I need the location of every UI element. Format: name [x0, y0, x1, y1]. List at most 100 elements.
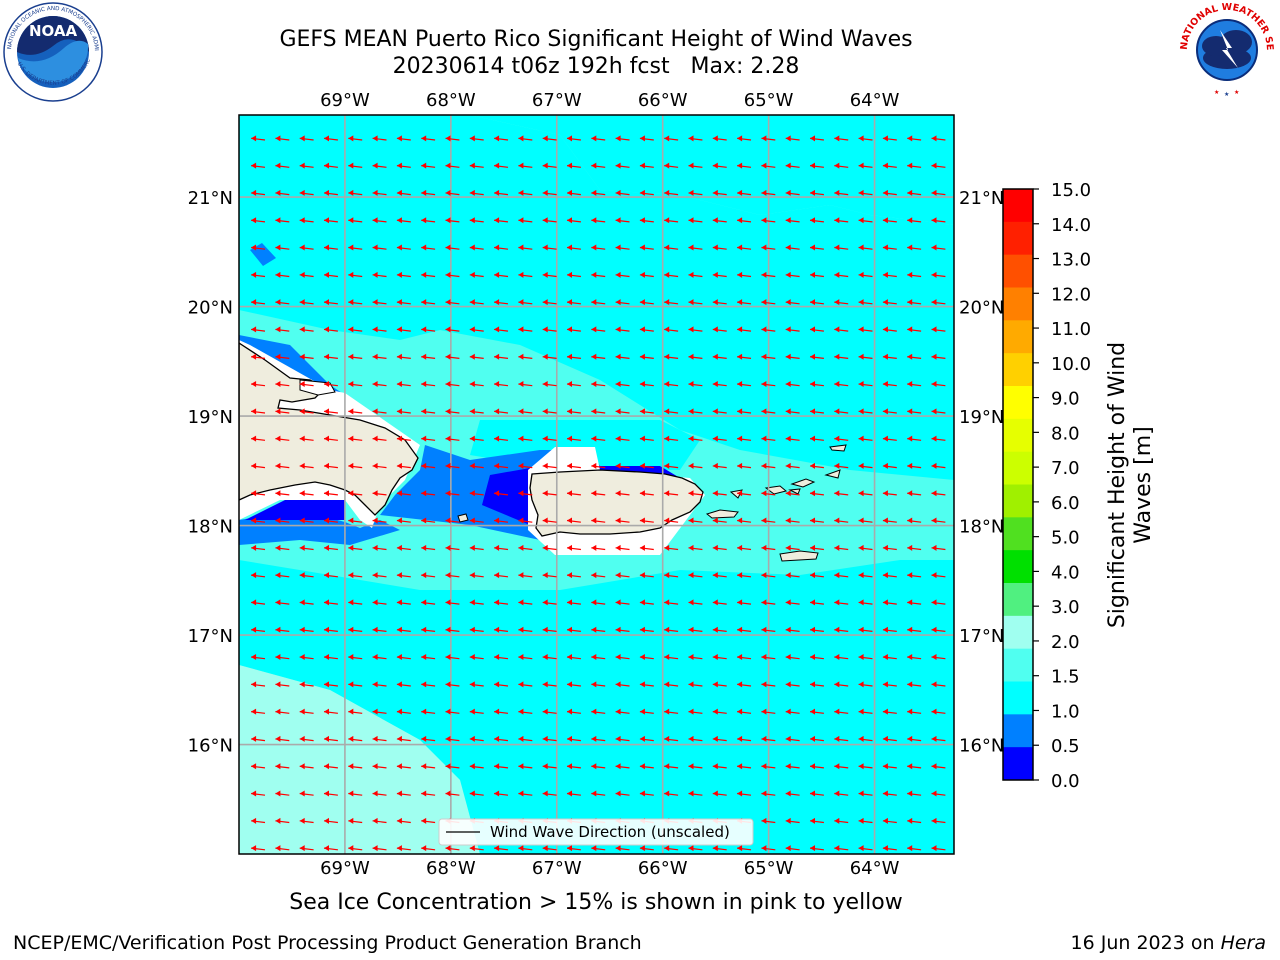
wave-direction-arrowhead [518, 490, 524, 497]
wave-direction-arrowhead [494, 544, 500, 551]
wave-direction-arrowhead [907, 490, 913, 497]
land-st-croix [779, 550, 819, 562]
wave-direction-arrowhead [421, 326, 427, 333]
colorbar-tick-label: 9.0 [1051, 389, 1080, 410]
wave-direction-arrowhead [858, 654, 864, 661]
wave-direction-arrowhead [688, 217, 694, 224]
wave-direction-arrowhead [275, 326, 281, 333]
wave-direction-arrowhead [858, 326, 864, 333]
wave-direction-arrowhead [275, 244, 281, 251]
wave-direction-arrowhead [639, 244, 645, 251]
wave-direction-arrowhead [469, 326, 475, 333]
wave-direction-arrowhead [421, 135, 427, 142]
wave-direction-arrowhead [518, 735, 524, 742]
wave-direction-arrowhead [761, 271, 767, 278]
wave-direction-arrowhead [858, 271, 864, 278]
wave-direction-arrowhead [445, 708, 451, 715]
wave-direction-arrowhead [931, 244, 937, 251]
wave-direction-arrowhead [591, 189, 597, 196]
wave-direction-arrowhead [372, 462, 378, 469]
wave-direction-arrowhead [518, 599, 524, 606]
wave-direction-arrowhead [639, 544, 645, 551]
wave-direction-arrowhead [931, 763, 937, 770]
wave-direction-arrowhead [299, 544, 305, 551]
colorbar-segment [1003, 287, 1033, 321]
wave-direction-arrowhead [372, 735, 378, 742]
wave-direction-arrowhead [737, 353, 743, 360]
wave-direction-arrowhead [858, 162, 864, 169]
wave-direction-arrowhead [834, 626, 840, 633]
wave-direction-arrowhead [251, 763, 257, 770]
wave-direction-arrowhead [737, 626, 743, 633]
wave-direction-arrowhead [858, 572, 864, 579]
wave-direction-arrowhead [324, 845, 330, 852]
wave-direction-arrowhead [591, 408, 597, 415]
wave-direction-arrowhead [275, 817, 281, 824]
wave-direction-arrowhead [737, 735, 743, 742]
colorbar-segment [1003, 484, 1033, 518]
wave-direction-arrowhead [494, 135, 500, 142]
wave-direction-arrowhead [931, 435, 937, 442]
wave-direction-arrowhead [810, 735, 816, 742]
wave-direction-arrowhead [785, 544, 791, 551]
wave-direction-arrowhead [324, 244, 330, 251]
footer-producer: NCEP/EMC/Verification Post Processing Pr… [13, 932, 642, 954]
wave-direction-arrowhead [275, 845, 281, 852]
wave-direction-arrowhead [299, 435, 305, 442]
wave-direction-arrowhead [882, 135, 888, 142]
colorbar-tick-label: 11.0 [1051, 319, 1091, 340]
wave-direction-arrowhead [591, 735, 597, 742]
wave-direction-arrowhead [445, 544, 451, 551]
wave-direction-arrowhead [542, 217, 548, 224]
wave-direction-arrowhead [737, 544, 743, 551]
wave-direction-arrowhead [299, 462, 305, 469]
colorbar [1003, 189, 1033, 781]
wave-direction-arrowhead [421, 462, 427, 469]
wave-direction-arrowhead [688, 490, 694, 497]
wave-direction-arrowhead [518, 162, 524, 169]
wave-direction-arrowhead [834, 162, 840, 169]
wave-direction-arrowhead [275, 626, 281, 633]
wave-direction-arrowhead [785, 217, 791, 224]
wave-direction-arrowhead [737, 326, 743, 333]
wave-direction-arrowhead [421, 517, 427, 524]
wave-direction-arrowhead [542, 572, 548, 579]
wave-direction-arrowhead [615, 299, 621, 306]
wave-direction-arrowhead [931, 735, 937, 742]
wave-direction-arrowhead [615, 654, 621, 661]
lat-tick-right: 17°N [959, 626, 1004, 647]
wave-direction-arrowhead [737, 135, 743, 142]
wave-direction-arrowhead [761, 790, 767, 797]
wave-direction-arrowhead [445, 572, 451, 579]
wave-direction-arrowhead [299, 353, 305, 360]
wave-direction-arrowhead [882, 572, 888, 579]
wave-direction-arrowhead [275, 217, 281, 224]
colorbar-tick-label: 0.0 [1051, 771, 1080, 792]
wave-direction-arrowhead [688, 353, 694, 360]
wave-direction-arrowhead [348, 763, 354, 770]
wave-direction-arrowhead [324, 681, 330, 688]
wave-direction-arrowhead [445, 517, 451, 524]
wave-direction-arrowhead [372, 790, 378, 797]
wave-direction-arrowhead [469, 353, 475, 360]
wave-direction-arrowhead [275, 763, 281, 770]
wave-direction-arrowhead [542, 517, 548, 524]
wave-direction-arrowhead [494, 462, 500, 469]
wave-direction-arrowhead [396, 299, 402, 306]
wave-direction-arrowhead [907, 381, 913, 388]
wave-direction-arrowhead [591, 326, 597, 333]
wave-direction-arrowhead [421, 845, 427, 852]
wave-direction-arrowhead [494, 381, 500, 388]
colorbar-segment [1003, 615, 1033, 650]
wave-direction-arrowhead [931, 708, 937, 715]
wave-direction-arrowhead [469, 735, 475, 742]
wave-direction-arrowhead [251, 435, 257, 442]
wave-direction-arrowhead [251, 845, 257, 852]
wave-direction-arrowhead [469, 490, 475, 497]
wave-direction-arrowhead [858, 244, 864, 251]
wave-direction-arrowhead [567, 326, 573, 333]
wave-direction-arrowhead [494, 845, 500, 852]
wave-direction-arrowhead [324, 572, 330, 579]
wave-direction-arrowhead [324, 790, 330, 797]
wave-direction-arrowhead [469, 162, 475, 169]
